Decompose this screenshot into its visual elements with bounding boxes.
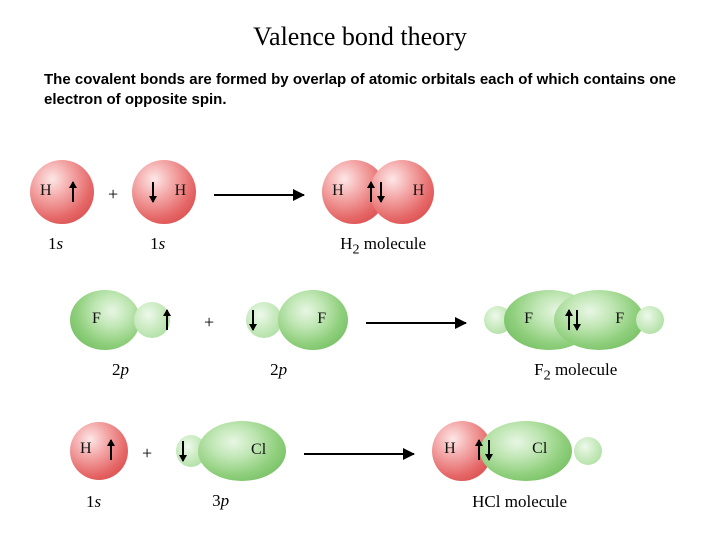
atom-label: H xyxy=(413,182,425,200)
reactant-f-2: F 2p xyxy=(228,290,348,355)
p-lobe xyxy=(278,290,348,350)
spin-down-arrow xyxy=(182,441,184,461)
spin-down-arrow xyxy=(488,440,490,460)
atom-label: F xyxy=(92,310,101,328)
spin-down-arrow xyxy=(380,182,382,202)
p-lobe xyxy=(70,290,140,350)
plus-sign: + xyxy=(94,184,132,205)
spin-down-arrow xyxy=(152,182,154,202)
atom-label: H xyxy=(80,440,92,458)
reactant-h-1: H 1s xyxy=(30,160,94,229)
orbital-label: 2p xyxy=(112,360,129,380)
s-orbital-sphere: H xyxy=(70,422,128,480)
orbital-label: 2p xyxy=(270,360,287,380)
atom-label: F xyxy=(524,310,533,328)
s-orbital-sphere: H xyxy=(30,160,94,224)
spin-up-arrow xyxy=(370,182,372,202)
orbital-label: 1s xyxy=(86,492,101,512)
f2-molecule-shape: F F xyxy=(484,290,664,350)
description-text: The covalent bonds are formed by overlap… xyxy=(0,52,720,109)
atom-label: Cl xyxy=(251,441,266,459)
reaction-row-hcl: H 1s + Cl 3p H Cl HCl molecule xyxy=(0,420,720,487)
reaction-arrow xyxy=(214,194,304,196)
page-title: Valence bond theory xyxy=(0,0,720,52)
p-lobe xyxy=(198,421,286,481)
product-label: H2 molecule xyxy=(340,234,426,258)
product-label: HCl molecule xyxy=(472,492,567,512)
spin-up-arrow xyxy=(166,310,168,330)
p-lobe-small xyxy=(636,306,664,334)
reactant-h: H 1s xyxy=(70,422,128,485)
p-orbital-lobes: F xyxy=(70,290,190,350)
reaction-arrow xyxy=(304,453,414,455)
s-orbital-sphere: H xyxy=(132,160,196,224)
reactant-cl: Cl 3p xyxy=(166,421,286,486)
atom-label: H xyxy=(332,182,344,200)
product-f2: F F F2 molecule xyxy=(484,290,664,355)
p-lobe-small xyxy=(574,437,602,465)
atom-label: F xyxy=(317,310,326,328)
orbital-label: 1s xyxy=(48,234,63,254)
hcl-molecule-shape: H Cl xyxy=(432,420,602,482)
orbital-label: 1s xyxy=(150,234,165,254)
atom-label: H xyxy=(444,440,456,458)
orbital-label: 3p xyxy=(212,491,229,511)
product-hcl: H Cl HCl molecule xyxy=(432,420,602,487)
spin-up-arrow xyxy=(478,440,480,460)
reaction-arrow xyxy=(366,322,466,324)
reaction-row-h2: H 1s + H 1s H H H2 molecule xyxy=(0,160,720,229)
atom-label: F xyxy=(615,310,624,328)
spin-down-arrow xyxy=(576,310,578,330)
p-orbital-lobe: Cl xyxy=(166,421,286,481)
product-h2: H H H2 molecule xyxy=(322,160,434,229)
p-lobe-small xyxy=(134,302,170,338)
product-label: F2 molecule xyxy=(534,360,617,384)
spin-up-arrow xyxy=(72,182,74,202)
reactant-h-2: H 1s xyxy=(132,160,196,229)
plus-sign: + xyxy=(190,312,228,333)
reaction-row-f2: F 2p + F 2p F F F2 molecule xyxy=(0,290,720,355)
spin-up-arrow xyxy=(110,440,112,460)
plus-sign: + xyxy=(128,443,166,464)
spin-up-arrow xyxy=(568,310,570,330)
atom-label: Cl xyxy=(532,440,547,458)
atom-label: H xyxy=(175,182,187,200)
reactant-f-1: F 2p xyxy=(70,290,190,355)
p-lobe xyxy=(480,421,572,481)
spin-down-arrow xyxy=(252,310,254,330)
h2-molecule-shape: H H xyxy=(322,160,434,224)
atom-label: H xyxy=(40,182,52,200)
p-orbital-lobes: F xyxy=(228,290,348,350)
